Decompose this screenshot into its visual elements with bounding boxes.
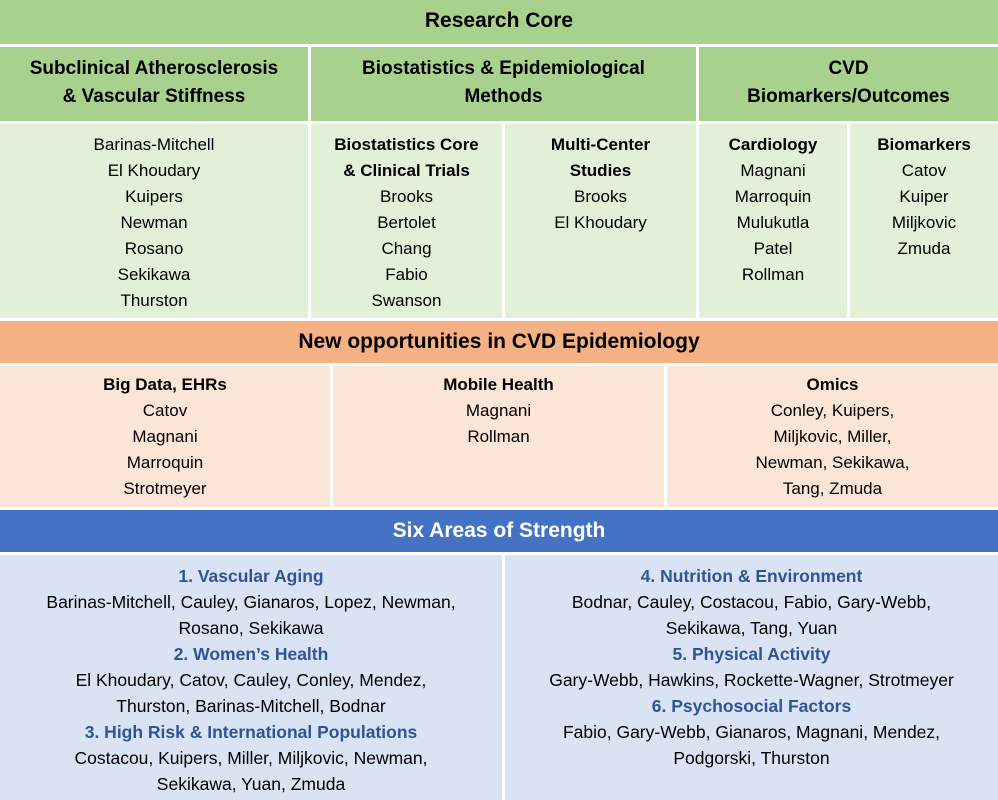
opportunity-omics: Omics Conley, Kuipers, Miljkovic, Miller… bbox=[667, 366, 998, 507]
member-name: Kuiper bbox=[899, 187, 949, 206]
member-name: Rosano bbox=[124, 239, 184, 258]
member-name: Bertolet bbox=[377, 213, 436, 232]
member-name: El Khoudary bbox=[107, 161, 201, 180]
column-header-subclinical: Subclinical Atherosclerosis & Vascular S… bbox=[0, 47, 308, 121]
strength-heading: 4. Nutrition & Environment bbox=[640, 566, 863, 586]
member-name: Conley, Kuipers, bbox=[770, 401, 895, 420]
group-title: Omics bbox=[806, 375, 859, 394]
opportunity-big-data: Big Data, EHRs Catov Magnani Marroquin S… bbox=[0, 366, 330, 507]
column-header-cvd: CVD Biomarkers/Outcomes bbox=[699, 47, 998, 121]
member-name: Miljkovic, Miller, bbox=[773, 427, 892, 446]
group-multi-center: Multi-Center Studies Brooks El Khoudary bbox=[505, 124, 696, 318]
research-core-title-text: Research Core bbox=[424, 9, 574, 32]
strength-members: Podgorski, Thurston bbox=[673, 748, 830, 768]
member-name: Newman, Sekikawa, bbox=[755, 453, 910, 472]
member-name: Brooks bbox=[574, 187, 627, 206]
group-title: Biostatistics Core bbox=[334, 135, 479, 154]
column-header-line: Biostatistics & Epidemiological bbox=[362, 58, 645, 79]
member-name: Patel bbox=[753, 239, 793, 258]
strength-heading: 1. Vascular Aging bbox=[178, 566, 324, 586]
member-name: Swanson bbox=[371, 291, 442, 310]
member-name: Catov bbox=[901, 161, 947, 180]
column-header-line: Biomarkers/Outcomes bbox=[747, 86, 950, 107]
member-name: Sekikawa bbox=[117, 265, 191, 284]
column-header-biostatistics: Biostatistics & Epidemiological Methods bbox=[311, 47, 696, 121]
group-title: Cardiology bbox=[728, 135, 818, 154]
member-name: Mulukutla bbox=[736, 213, 810, 232]
research-core-title: Research Core bbox=[0, 0, 998, 44]
strength-members: Barinas-Mitchell, Cauley, Gianaros, Lope… bbox=[46, 592, 456, 612]
strength-members: Bodnar, Cauley, Costacou, Fabio, Gary-We… bbox=[571, 592, 932, 612]
strength-members: Sekikawa, Tang, Yuan bbox=[665, 618, 838, 638]
opportunities-title: New opportunities in CVD Epidemiology bbox=[0, 321, 998, 363]
member-name: Catov bbox=[142, 401, 188, 420]
column-header-line: Subclinical Atherosclerosis bbox=[29, 58, 279, 79]
member-name: Magnani bbox=[132, 427, 198, 446]
member-name: Barinas-Mitchell bbox=[93, 135, 215, 154]
strength-heading: 5. Physical Activity bbox=[672, 644, 831, 664]
member-name: Tang, Zmuda bbox=[782, 479, 883, 498]
strength-members: Rosano, Sekikawa bbox=[178, 618, 324, 638]
member-name: El Khoudary bbox=[554, 213, 647, 232]
member-name: Rollman bbox=[741, 265, 805, 284]
member-name: Miljkovic bbox=[891, 213, 957, 232]
strength-heading: 3. High Risk & International Populations bbox=[84, 722, 418, 742]
column-header-line: CVD bbox=[828, 58, 869, 79]
strength-members: Fabio, Gary-Webb, Gianaros, Magnani, Men… bbox=[562, 722, 941, 742]
group-title: Big Data, EHRs bbox=[103, 375, 227, 394]
member-name: Kuipers bbox=[125, 187, 183, 206]
strengths-title-text: Six Areas of Strength bbox=[392, 519, 606, 542]
member-name: Newman bbox=[120, 213, 188, 232]
strength-heading: 2. Women’s Health bbox=[173, 644, 329, 664]
strength-heading: 6. Psychosocial Factors bbox=[651, 696, 852, 716]
group-biostatistics-core: Biostatistics Core & Clinical Trials Bro… bbox=[311, 124, 502, 318]
member-name: Rollman bbox=[467, 427, 530, 446]
strength-members: Costacou, Kuipers, Miller, Miljkovic, Ne… bbox=[74, 748, 428, 768]
group-subclinical: Barinas-Mitchell El Khoudary Kuipers New… bbox=[0, 124, 308, 318]
strength-members: Thurston, Barinas-Mitchell, Bodnar bbox=[116, 696, 386, 716]
group-cardiology: Cardiology Magnani Marroquin Mulukutla P… bbox=[699, 124, 847, 318]
group-title: Biomarkers bbox=[877, 135, 971, 154]
strengths-left-panel: 1. Vascular Aging Barinas-Mitchell, Caul… bbox=[0, 555, 502, 800]
member-name: Zmuda bbox=[897, 239, 951, 258]
member-name: Chang bbox=[381, 239, 432, 258]
member-name: Marroquin bbox=[734, 187, 812, 206]
member-name: Fabio bbox=[385, 265, 428, 284]
group-title: Studies bbox=[569, 161, 632, 180]
strength-members: Gary-Webb, Hawkins, Rockette-Wagner, Str… bbox=[549, 670, 954, 690]
group-biomarkers: Biomarkers Catov Kuiper Miljkovic Zmuda bbox=[850, 124, 998, 318]
member-name: Strotmeyer bbox=[123, 479, 207, 498]
strengths-right-panel: 4. Nutrition & Environment Bodnar, Caule… bbox=[505, 555, 998, 800]
member-name: Thurston bbox=[120, 291, 188, 310]
member-name: Magnani bbox=[740, 161, 806, 180]
strength-members: El Khoudary, Catov, Cauley, Conley, Mend… bbox=[75, 670, 427, 690]
opportunities-title-text: New opportunities in CVD Epidemiology bbox=[298, 330, 700, 353]
group-title: Mobile Health bbox=[443, 375, 554, 394]
member-name: Brooks bbox=[380, 187, 433, 206]
group-title: & Clinical Trials bbox=[343, 161, 470, 180]
strengths-title: Six Areas of Strength bbox=[0, 510, 998, 552]
column-header-line: Methods bbox=[464, 86, 543, 107]
column-header-line: & Vascular Stiffness bbox=[62, 86, 246, 107]
member-name: Magnani bbox=[465, 401, 532, 420]
group-title: Multi-Center bbox=[550, 135, 651, 154]
member-name: Marroquin bbox=[126, 453, 204, 472]
strength-members: Sekikawa, Yuan, Zmuda bbox=[156, 774, 346, 794]
opportunity-mobile-health: Mobile Health Magnani Rollman bbox=[333, 366, 664, 507]
